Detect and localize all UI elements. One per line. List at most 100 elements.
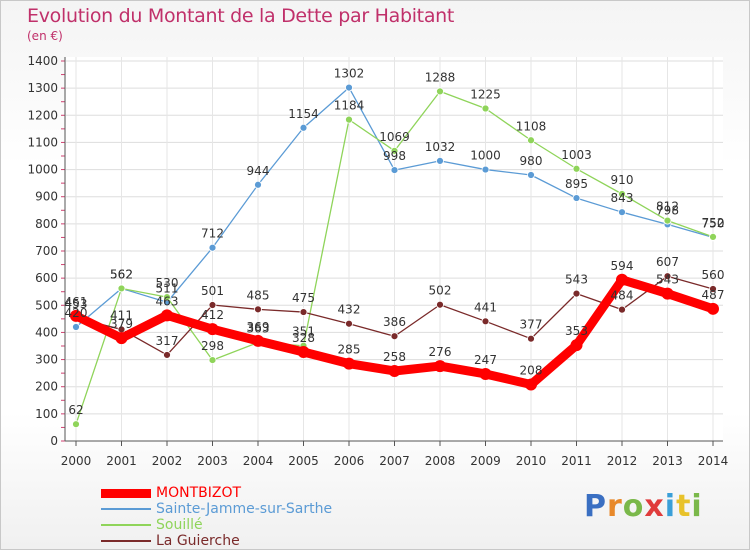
data-label: 895 bbox=[565, 177, 588, 191]
data-label: 328 bbox=[292, 331, 315, 345]
logo-letter: x bbox=[644, 489, 665, 524]
series-souille-point bbox=[390, 146, 399, 155]
series-la-guierche-point bbox=[572, 289, 581, 298]
series-souille-point bbox=[709, 232, 717, 241]
data-label: 750 bbox=[702, 216, 725, 230]
data-label: 485 bbox=[247, 288, 270, 302]
data-label: 530 bbox=[156, 276, 179, 290]
data-label: 998 bbox=[383, 149, 406, 163]
series-souille-point bbox=[572, 164, 581, 173]
x-tick-label: 2012 bbox=[607, 454, 638, 468]
data-label: 386 bbox=[383, 315, 406, 329]
series-montbizot-point bbox=[115, 332, 128, 345]
data-label: 432 bbox=[338, 303, 361, 317]
proxiti-logo: Proxiti bbox=[584, 489, 703, 524]
data-label: 910 bbox=[611, 173, 634, 187]
legend-swatch bbox=[101, 488, 151, 498]
data-label: 369 bbox=[247, 320, 270, 334]
data-label: 1288 bbox=[425, 70, 456, 84]
logo-letter: t bbox=[676, 489, 692, 524]
data-label: 247 bbox=[474, 353, 497, 367]
chart-unit-label: (en €) bbox=[27, 29, 63, 43]
data-label: 1154 bbox=[288, 107, 319, 121]
y-tick-label: 100 bbox=[35, 407, 58, 421]
data-label: 1069 bbox=[379, 130, 410, 144]
data-label: 461 bbox=[65, 295, 88, 309]
data-label: 453 bbox=[65, 297, 88, 311]
data-label: 560 bbox=[702, 268, 725, 282]
data-label: 594 bbox=[611, 259, 634, 273]
data-label: 543 bbox=[656, 273, 679, 287]
series-souille-point bbox=[618, 190, 626, 198]
y-tick-label: 700 bbox=[35, 244, 58, 258]
data-label: 208 bbox=[520, 364, 543, 378]
series-montbizot-point bbox=[252, 334, 264, 347]
series-souille-point bbox=[117, 284, 126, 293]
x-tick-label: 2004 bbox=[243, 454, 274, 468]
logo-letter: o bbox=[622, 489, 645, 524]
data-label: 276 bbox=[429, 345, 452, 359]
series-sainte-jamme-point bbox=[390, 166, 399, 175]
series-la-guierche-point bbox=[345, 319, 353, 328]
data-label: 1000 bbox=[470, 149, 501, 163]
data-label: 484 bbox=[611, 289, 634, 303]
y-tick-label: 900 bbox=[35, 190, 58, 204]
data-label: 441 bbox=[474, 300, 497, 314]
y-tick-label: 500 bbox=[35, 298, 58, 312]
y-tick-label: 200 bbox=[35, 380, 58, 394]
data-label: 317 bbox=[156, 334, 179, 348]
series-montbizot-point bbox=[206, 323, 219, 336]
series-la-guierche-point bbox=[618, 305, 626, 314]
data-label: 412 bbox=[201, 308, 224, 322]
series-montbizot-point bbox=[343, 357, 355, 370]
data-label: 411 bbox=[110, 308, 133, 322]
series-montbizot-point bbox=[570, 339, 583, 352]
series-sainte-jamme-point bbox=[527, 171, 535, 179]
x-tick-label: 2011 bbox=[561, 454, 592, 468]
y-tick-label: 800 bbox=[35, 217, 58, 231]
logo-letter: r bbox=[607, 489, 623, 524]
data-label: 1302 bbox=[334, 67, 365, 81]
data-label: 543 bbox=[565, 273, 588, 287]
series-montbizot-point bbox=[388, 364, 401, 377]
data-label: 379 bbox=[110, 317, 133, 331]
series-montbizot-point bbox=[161, 309, 173, 322]
data-label: 62 bbox=[68, 403, 83, 417]
data-label: 351 bbox=[292, 325, 315, 339]
series-montbizot-point bbox=[525, 378, 537, 391]
y-tick-label: 1400 bbox=[27, 54, 58, 68]
series-la-guierche-point bbox=[163, 351, 171, 359]
series-souille-point bbox=[527, 136, 535, 145]
series-sainte-jamme-point bbox=[254, 180, 262, 189]
x-tick-label: 2007 bbox=[379, 454, 410, 468]
data-label: 377 bbox=[520, 318, 543, 332]
legend-label: La Guierche bbox=[156, 533, 240, 549]
y-tick-label: 1000 bbox=[27, 163, 58, 177]
data-label: 1108 bbox=[516, 119, 547, 133]
series-sainte-jamme-point bbox=[72, 323, 80, 331]
series-souille-point bbox=[163, 293, 171, 302]
data-label: 1225 bbox=[470, 88, 501, 102]
series-la-guierche-point bbox=[208, 301, 217, 309]
x-tick-label: 2005 bbox=[288, 454, 319, 468]
legend-swatch bbox=[101, 540, 151, 542]
data-label: 1184 bbox=[334, 99, 365, 113]
series-montbizot-point bbox=[707, 302, 719, 315]
series-sainte-jamme-point bbox=[436, 156, 444, 165]
data-label: 798 bbox=[656, 203, 679, 217]
data-label: 487 bbox=[702, 288, 725, 302]
series-la-guierche-point bbox=[527, 334, 535, 343]
data-label: 363 bbox=[247, 321, 270, 335]
y-tick-label: 1300 bbox=[27, 81, 58, 95]
data-label: 1003 bbox=[561, 148, 592, 162]
x-tick-label: 2009 bbox=[470, 454, 501, 468]
data-label: 285 bbox=[338, 343, 361, 357]
series-sainte-jamme-point bbox=[618, 208, 626, 217]
series-la-guierche-point bbox=[709, 285, 717, 293]
x-tick-label: 2002 bbox=[152, 454, 183, 468]
legend-label: MONTBIZOT bbox=[156, 485, 242, 501]
y-tick-label: 1200 bbox=[27, 108, 58, 122]
data-label: 463 bbox=[156, 294, 179, 308]
data-label: 752 bbox=[702, 216, 725, 230]
